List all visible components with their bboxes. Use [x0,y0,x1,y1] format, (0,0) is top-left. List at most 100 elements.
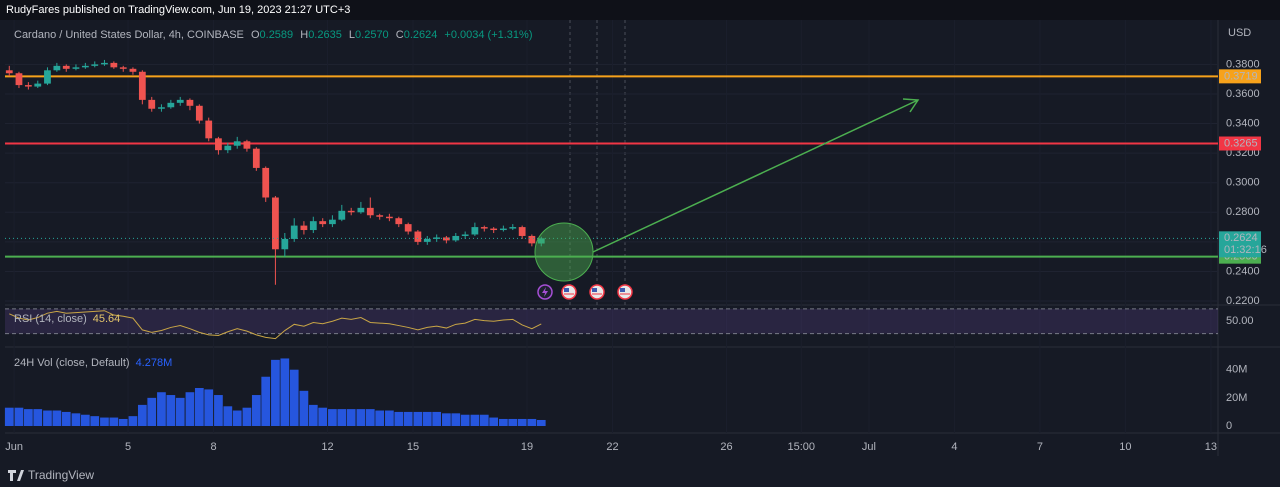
y-tick-label: 0.2400 [1226,265,1260,277]
x-tick-label: 22 [606,441,618,453]
rsi-tick-label: 50.00 [1226,315,1254,327]
price-badge [1219,69,1261,84]
candle-body [499,228,507,231]
volume-bar [536,419,546,426]
candle-body [347,210,355,213]
volume-bar [166,395,176,426]
candle-body [138,71,146,100]
volume-bar [52,410,62,426]
volume-bar [271,359,280,426]
ohlc-value: 0.2589 [260,29,294,41]
volume-bar [90,416,100,426]
y-tick-label: 0.3400 [1226,117,1260,129]
volume-bar [80,414,90,426]
volume-bar [24,409,33,426]
ohlc-key: L [349,29,355,41]
candle-body [528,235,536,244]
candle-body [224,145,232,151]
candle-body [24,85,32,87]
ohlc-value: 0.2635 [308,29,342,41]
x-tick-label: 7 [1037,441,1043,453]
x-tick-label: 15 [407,441,419,453]
ohlc-value: 0.2570 [355,29,389,41]
change: +0.0034 (+1.31%) [444,29,532,41]
volume-tick-label: 40M [1226,364,1247,376]
volume-bar [147,397,157,426]
candle-body [480,227,488,229]
volume-bar [100,417,109,426]
rsi-band [5,308,1218,334]
last-price-badge [1219,231,1261,258]
x-tick-label: 19 [521,441,533,453]
volume-value: 4.278M [136,357,173,369]
candle-body [44,70,51,84]
last-price-label: 0.2624 [1224,232,1258,244]
volume-bar [308,404,318,426]
ohlc-value: 0.2624 [404,29,438,41]
volume-bar [175,397,185,426]
volume-bar [4,407,14,426]
volume-bar [242,407,252,426]
candle-body [205,120,213,139]
rsi-legend: RSI (14, close) 45.64 [14,313,120,325]
candle-body [262,167,270,198]
volume-bar [337,409,347,426]
y-tick-label: 0.2200 [1226,295,1260,307]
x-tick-label: 12 [321,441,333,453]
volume-bar [232,410,242,426]
candle-body [53,65,61,71]
candle-body [414,231,422,242]
rsi-name: RSI (14, close) [14,313,87,325]
candle-body [215,138,222,151]
candle-body [366,207,374,216]
ohlc-key: H [300,29,308,41]
candle-body [243,141,251,149]
volume-bar [346,409,356,426]
y-tick-label: 0.3800 [1226,58,1260,70]
volume-bar [118,418,128,426]
volume-bar [223,406,233,426]
volume-bar [109,417,119,426]
currency: USD [1228,27,1251,39]
volume-bar [375,410,385,426]
candle-body [518,227,526,236]
candle-body [15,73,23,86]
candle-body [252,148,260,168]
volume-bar [460,414,470,426]
volume-bar [204,389,214,426]
candle-body [329,219,336,225]
publisher-line: RudyFares published on TradingView.com, … [6,4,350,16]
volume-name: 24H Vol (close, Default) [14,357,130,369]
candle-body [158,107,165,109]
candle-body [34,83,42,87]
volume-bar [328,409,337,426]
volume-bar [365,409,375,426]
volume-bar [43,410,52,426]
volume-bar [280,358,290,426]
candle-body [91,64,99,66]
volume-bar [185,392,195,426]
x-tick-label: Jun [5,441,23,453]
volume-bar [318,407,328,426]
candle-body [404,224,412,232]
candle-body [490,228,498,231]
candle-body [300,225,308,231]
volume-bar [33,409,43,426]
volume-bar [442,413,451,426]
x-tick-label: 15:00 [788,441,816,453]
x-tick-label: 4 [951,441,957,453]
volume-bar [137,404,147,426]
candle-body [110,62,118,68]
y-tick-label: 0.2800 [1226,206,1260,218]
volume-tick-label: 20M [1226,392,1247,404]
y-tick-label: 0.3000 [1226,177,1260,189]
volume-bar [157,392,166,426]
countdown: 01:32:16 [1224,244,1267,256]
candle-body [129,68,137,72]
x-tick-label: 8 [211,441,217,453]
volume-bar [356,409,366,426]
candle-body [186,99,194,106]
rsi-value: 45.64 [93,313,121,325]
volume-bar [299,390,309,426]
